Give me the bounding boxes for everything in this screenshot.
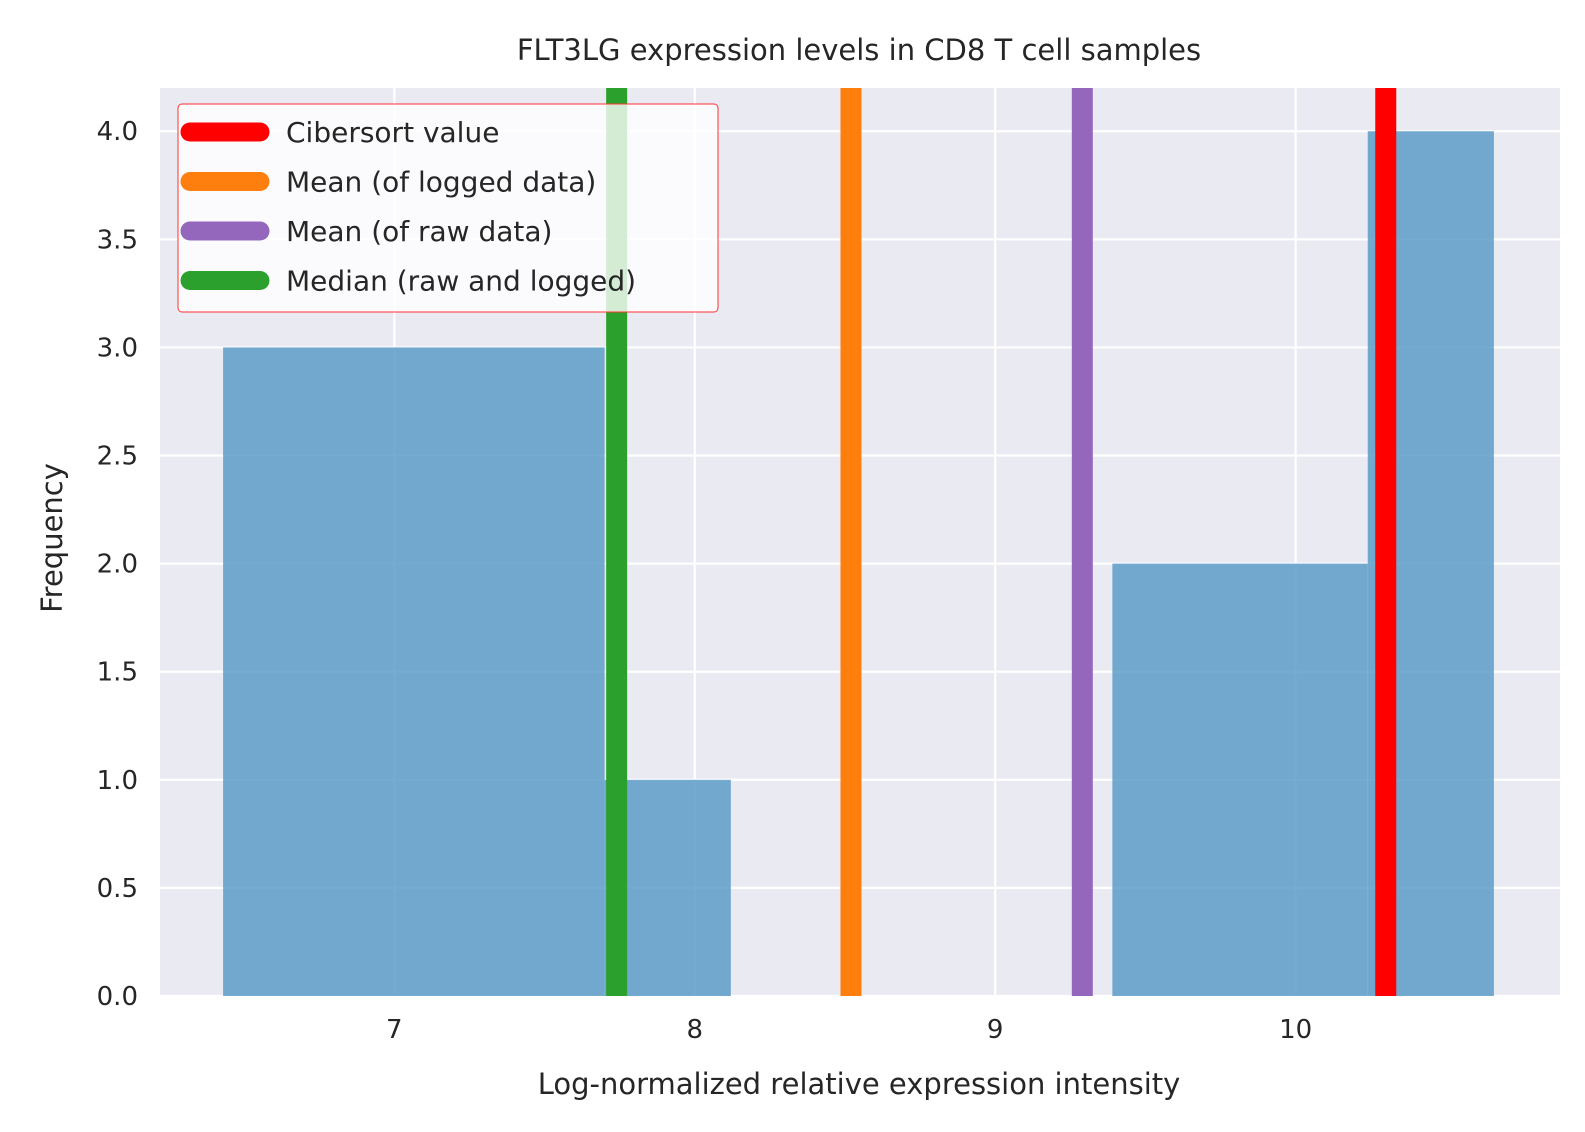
histogram-bar bbox=[223, 347, 605, 996]
y-axis-label: Frequency bbox=[35, 463, 69, 613]
chart-title: FLT3LG expression levels in CD8 T cell s… bbox=[517, 33, 1201, 67]
y-tick-label: 0.0 bbox=[97, 982, 138, 1012]
y-tick-label: 4.0 bbox=[97, 117, 138, 147]
y-tick-label: 1.0 bbox=[97, 766, 138, 796]
y-tick-labels: 0.0 0.5 1.0 1.5 2.0 2.5 3.0 3.5 4.0 bbox=[97, 117, 138, 1012]
y-tick-label: 0.5 bbox=[97, 874, 138, 904]
y-tick-label: 3.5 bbox=[97, 225, 138, 255]
x-tick-label: 8 bbox=[686, 1015, 703, 1045]
y-tick-label: 2.0 bbox=[97, 550, 138, 580]
y-tick-label: 2.5 bbox=[97, 442, 138, 472]
histogram-bar bbox=[1112, 564, 1367, 996]
x-tick-label: 9 bbox=[987, 1015, 1004, 1045]
y-tick-label: 1.5 bbox=[97, 658, 138, 688]
y-tick-label: 3.0 bbox=[97, 333, 138, 363]
x-tick-label: 10 bbox=[1279, 1015, 1312, 1045]
legend-label: Mean (of raw data) bbox=[286, 215, 552, 248]
legend-label: Cibersort value bbox=[286, 116, 499, 149]
x-tick-label: 7 bbox=[386, 1015, 403, 1045]
legend: Cibersort value Mean (of logged data) Mean… bbox=[178, 104, 718, 312]
legend-label: Median (raw and logged) bbox=[286, 265, 636, 298]
x-axis-label: Log-normalized relative expression inten… bbox=[538, 1067, 1181, 1101]
legend-label: Mean (of logged data) bbox=[286, 166, 596, 199]
